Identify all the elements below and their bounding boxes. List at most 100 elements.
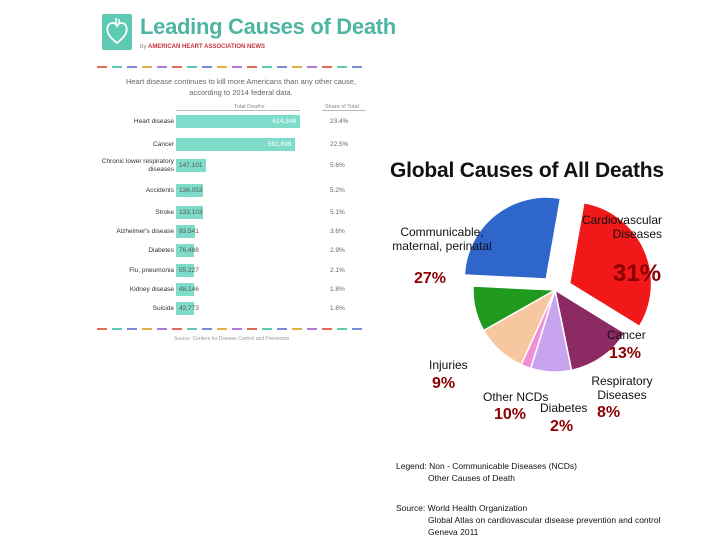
bar-share: 22.5% — [330, 141, 349, 148]
bar-label: Heart disease — [133, 118, 174, 125]
aha-infographic: Leading Causes of Death by AMERICAN HEAR… — [96, 6, 396, 344]
bar-value: 614,348 — [272, 118, 297, 125]
column-rule-total — [176, 110, 300, 111]
pct-injuries: 9% — [432, 375, 456, 392]
legend-prefix: Legend: — [396, 461, 427, 471]
divider-dash — [127, 328, 137, 330]
chart-legend: Legend: Non - Communicable Diseases (NCD… — [396, 460, 577, 484]
bar — [176, 225, 195, 238]
bar-share: 2.1% — [330, 267, 345, 274]
pie-slice — [472, 285, 558, 332]
pct-other-ncds: 10% — [494, 406, 527, 423]
divider-dash — [217, 66, 227, 68]
bar-value: 93,541 — [179, 228, 199, 235]
divider-dash — [157, 66, 167, 68]
divider-dash — [217, 328, 227, 330]
divider-dash — [337, 328, 347, 330]
divider-dash — [142, 328, 152, 330]
column-rule-share — [322, 110, 366, 111]
divider-dash — [142, 66, 152, 68]
bar-share: 23.4% — [330, 118, 349, 125]
bar-value: 147,101 — [179, 162, 203, 169]
pct-respiratory: 8% — [597, 404, 621, 421]
bar-value: 136,053 — [179, 187, 203, 194]
divider-dash — [232, 328, 242, 330]
bar-label: Chronic lower respiratory diseases — [101, 158, 174, 173]
divider-dash — [277, 328, 287, 330]
heart-icon — [102, 14, 132, 50]
label-cardiovascular: Cardiovascular Diseases — [581, 213, 662, 241]
legend-other: Other Causes of Death — [428, 473, 515, 483]
pie-chart — [463, 196, 653, 373]
label-cancer: Cancer — [607, 328, 646, 342]
infographic-byline: by AMERICAN HEART ASSOCIATION NEWS — [140, 44, 266, 50]
divider-dash — [202, 66, 212, 68]
divider-dash — [112, 328, 122, 330]
top-divider — [97, 66, 362, 68]
divider-dash — [322, 328, 332, 330]
bar — [176, 115, 300, 128]
bar-label: Diabetes — [148, 247, 174, 254]
source-line3: Geneva 2011 — [428, 527, 479, 537]
divider-dash — [262, 328, 272, 330]
divider-dash — [187, 66, 197, 68]
infographic-title: Leading Causes of Death — [140, 14, 396, 39]
bar-label: Flu, pneumonia — [129, 267, 174, 274]
bar — [176, 159, 206, 172]
bar-label: Kidney disease — [129, 286, 174, 293]
divider-dash — [292, 66, 302, 68]
divider-dash — [352, 328, 362, 330]
label-respiratory: Respiratory Diseases — [591, 374, 653, 402]
column-header-share: Share of Total — [325, 104, 359, 110]
pct-diabetes: 2% — [550, 418, 574, 435]
divider-dash — [307, 328, 317, 330]
divider-dash — [337, 66, 347, 68]
infographic-source: Source: Centers for Disease Control and … — [174, 336, 290, 342]
divider-dash — [262, 66, 272, 68]
divider-dash — [202, 328, 212, 330]
bar-share: 2.9% — [330, 247, 345, 254]
divider-dash — [277, 66, 287, 68]
divider-dash — [157, 328, 167, 330]
bar-label: Accidents — [145, 187, 174, 194]
pie-slice — [463, 196, 562, 280]
bar-share: 5.2% — [330, 187, 345, 194]
bar-share: 1.8% — [330, 286, 345, 293]
bar-value: 76,488 — [179, 247, 199, 254]
pie-slice — [553, 288, 626, 372]
label-communicable: Communicable, maternal, perinatal — [392, 225, 492, 253]
divider-dash — [127, 66, 137, 68]
divider-dash — [292, 328, 302, 330]
divider-dash — [172, 328, 182, 330]
bar-share: 5.6% — [330, 162, 345, 169]
divider-dash — [352, 66, 362, 68]
divider-dash — [307, 66, 317, 68]
label-injuries: Injuries — [429, 358, 468, 372]
divider-dash — [247, 328, 257, 330]
legend-ncd: Non - Communicable Diseases (NCDs) — [429, 461, 577, 471]
label-diabetes: Diabetes — [540, 401, 588, 415]
bar-label: Cancer — [153, 141, 174, 148]
source-prefix: Source: — [396, 503, 426, 513]
divider-dash — [172, 66, 182, 68]
divider-dash — [247, 66, 257, 68]
pct-cancer: 13% — [609, 345, 642, 362]
bar — [176, 302, 194, 315]
chart-title: Global Causes of All Deaths — [390, 159, 664, 182]
divider-dash — [97, 328, 107, 330]
divider-dash — [187, 328, 197, 330]
pct-communicable: 27% — [414, 270, 447, 287]
bar-share: 1.6% — [330, 305, 345, 312]
label-other-ncds: Other NCDs — [483, 390, 549, 404]
bar-value: 133,103 — [179, 209, 203, 216]
divider-dash — [112, 66, 122, 68]
bar — [176, 206, 203, 219]
divider-dash — [97, 66, 107, 68]
column-header-total: Total Deaths — [234, 104, 265, 110]
source-line2: Global Atlas on cardiovascular disease p… — [428, 515, 661, 525]
bar — [176, 264, 194, 277]
pct-cardiovascular: 31% — [613, 260, 662, 287]
bar — [176, 244, 194, 257]
bar-share: 3.6% — [330, 228, 345, 235]
chart-source: Source: World Health Organization Global… — [396, 503, 661, 537]
